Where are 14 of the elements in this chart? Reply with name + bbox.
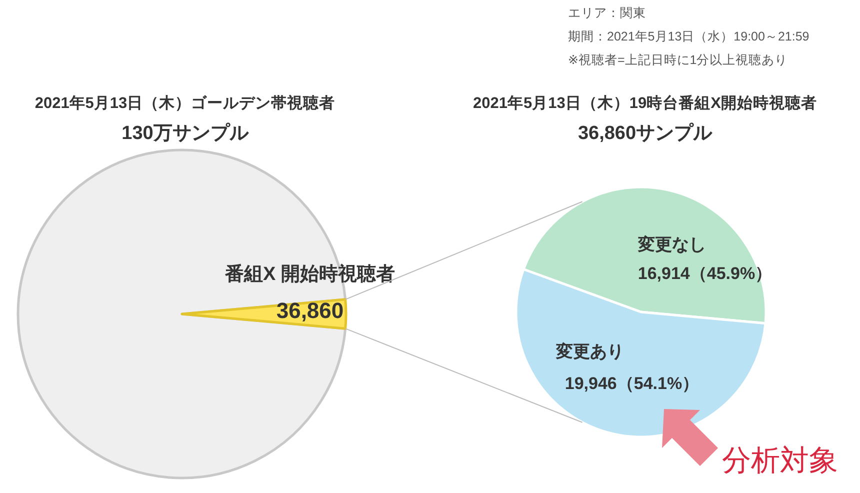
- slice-label: 変更なし: [637, 235, 706, 254]
- chart-subtitle: 36,860サンプル: [578, 122, 714, 144]
- slice-label: 変更あり: [555, 342, 624, 361]
- text: 期間：2021年5月13日（水）19:00～21:59: [568, 30, 810, 44]
- text: 分析対象: [722, 445, 838, 477]
- data-label: 19,946（54.1%）: [564, 374, 700, 393]
- data-label: 16,914（45.9%）: [638, 264, 772, 283]
- chart-title: 2021年5月13日（木）19時台番組X開始時視聴者: [473, 94, 817, 112]
- text: エリア：関東: [568, 6, 646, 20]
- text: ※視聴者=上記日時に1分以上視聴あり: [568, 53, 788, 67]
- chart-subtitle: 130万サンプル: [122, 122, 250, 144]
- slice-label: 番組X 開始時視聴者: [224, 263, 395, 285]
- data-label: 36,860: [276, 298, 344, 323]
- chart-title: 2021年5月13日（木）ゴールデン帯視聴者: [34, 94, 336, 112]
